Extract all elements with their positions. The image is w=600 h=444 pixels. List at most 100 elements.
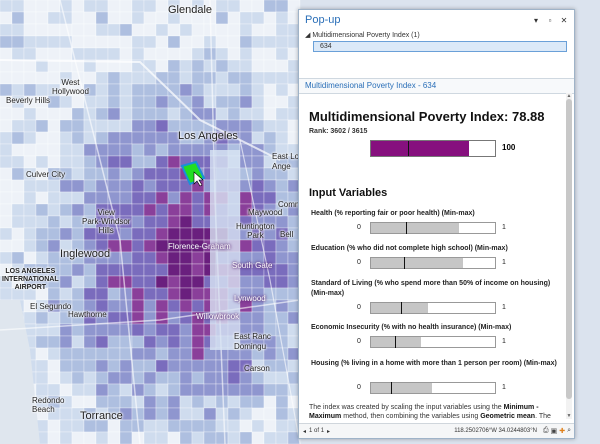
print-icon[interactable]: ⎙ [542, 427, 549, 434]
map-tract[interactable] [275, 131, 289, 145]
map-tract[interactable] [191, 407, 205, 421]
map-tract[interactable] [227, 59, 241, 73]
map-tract[interactable] [47, 191, 61, 205]
map-tract[interactable] [251, 83, 265, 97]
map-tract[interactable] [107, 323, 121, 337]
map-tract[interactable] [179, 419, 193, 433]
map-tract[interactable] [35, 383, 49, 397]
map-tract[interactable] [143, 179, 157, 193]
map-tract[interactable] [263, 95, 277, 109]
map-tract[interactable] [191, 431, 205, 444]
map-tract[interactable] [251, 35, 265, 49]
map-tract[interactable] [239, 275, 253, 289]
map-tract[interactable] [167, 347, 181, 361]
map-tract[interactable] [155, 47, 169, 61]
map-tract[interactable] [155, 347, 169, 361]
map-tract[interactable] [227, 371, 241, 385]
map-tract[interactable] [83, 47, 97, 61]
map-tract[interactable] [95, 335, 109, 349]
map-tract[interactable] [119, 0, 133, 13]
map-tract[interactable] [167, 179, 181, 193]
map-tract[interactable] [263, 83, 277, 97]
menu-icon[interactable]: ▾ [533, 15, 538, 25]
map-tract[interactable] [131, 215, 145, 229]
map-tract[interactable] [95, 47, 109, 61]
map-tract[interactable] [59, 191, 73, 205]
map-tract[interactable] [107, 299, 121, 313]
map-tract[interactable] [179, 71, 193, 85]
map-tract[interactable] [71, 335, 85, 349]
map-tract[interactable] [155, 23, 169, 37]
map-tract[interactable] [275, 251, 289, 265]
map-tract[interactable] [95, 431, 109, 444]
map-tract[interactable] [167, 359, 181, 373]
map-tract[interactable] [47, 47, 61, 61]
map-tract[interactable] [203, 35, 217, 49]
map-tract[interactable] [155, 299, 169, 313]
map-tract[interactable] [23, 119, 37, 133]
map-tract[interactable] [155, 431, 169, 444]
map-tract[interactable] [107, 0, 121, 13]
map-tract[interactable] [215, 407, 229, 421]
map-tract[interactable] [203, 407, 217, 421]
map-tract[interactable] [131, 347, 145, 361]
map-tract[interactable] [275, 371, 289, 385]
map-tract[interactable] [191, 335, 205, 349]
map-tract[interactable] [11, 11, 25, 25]
map-tract[interactable] [251, 311, 265, 325]
map-tract[interactable] [155, 83, 169, 97]
map-tract[interactable] [59, 263, 73, 277]
map-tract[interactable] [23, 311, 37, 325]
map-tract[interactable] [131, 239, 145, 253]
map-tract[interactable] [155, 323, 169, 337]
map-tract[interactable] [227, 359, 241, 373]
map-tract[interactable] [23, 239, 37, 253]
map-tract[interactable] [0, 131, 13, 145]
map-tract[interactable] [251, 23, 265, 37]
map-tract[interactable] [167, 419, 181, 433]
map-tract[interactable] [35, 347, 49, 361]
map-tract[interactable] [131, 335, 145, 349]
map-tract[interactable] [143, 119, 157, 133]
map-tract[interactable] [59, 383, 73, 397]
map-tract[interactable] [155, 407, 169, 421]
map-tract[interactable] [143, 395, 157, 409]
map-tract[interactable] [107, 335, 121, 349]
map-tract[interactable] [263, 47, 277, 61]
map-tract[interactable] [47, 383, 61, 397]
map-tract[interactable] [155, 191, 169, 205]
map-tract[interactable] [11, 215, 25, 229]
map-tract[interactable] [155, 275, 169, 289]
map-tract[interactable] [11, 83, 25, 97]
map-tract[interactable] [263, 239, 277, 253]
map-tract[interactable] [143, 323, 157, 337]
map-tract[interactable] [155, 359, 169, 373]
map-tract[interactable] [167, 287, 181, 301]
map-tract[interactable] [167, 47, 181, 61]
map-tract[interactable] [107, 167, 121, 181]
map-tract[interactable] [251, 107, 265, 121]
map-tract[interactable] [83, 179, 97, 193]
map-tract[interactable] [179, 335, 193, 349]
map-tract[interactable] [47, 203, 61, 217]
map-tract[interactable] [59, 347, 73, 361]
map-tract[interactable] [239, 107, 253, 121]
map-tract[interactable] [227, 419, 241, 433]
map-tract[interactable] [35, 191, 49, 205]
map-tract[interactable] [0, 83, 13, 97]
map-tract[interactable] [35, 251, 49, 265]
map-tract[interactable] [47, 119, 61, 133]
map-tract[interactable] [95, 83, 109, 97]
map-tract[interactable] [275, 35, 289, 49]
map-tract[interactable] [35, 83, 49, 97]
map-tract[interactable] [143, 371, 157, 385]
map-tract[interactable] [119, 383, 133, 397]
map-tract[interactable] [23, 143, 37, 157]
map-tract[interactable] [119, 155, 133, 169]
map-tract[interactable] [11, 23, 25, 37]
map-tract[interactable] [179, 23, 193, 37]
map-tract[interactable] [275, 23, 289, 37]
map-tract[interactable] [179, 203, 193, 217]
map-tract[interactable] [155, 131, 169, 145]
map-tract[interactable] [71, 0, 85, 13]
